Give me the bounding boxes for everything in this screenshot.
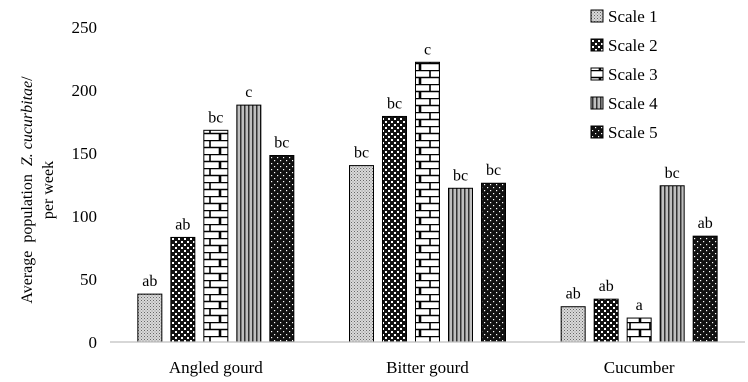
bar-data-label: ab <box>142 273 157 290</box>
bar-data-label: ab <box>175 216 190 233</box>
y-tick-label: 200 <box>72 81 98 100</box>
bar-scale-1 <box>349 165 374 343</box>
bar-scale-5 <box>692 235 718 343</box>
bar-data-label: bc <box>208 109 223 126</box>
bar-scale-2 <box>170 236 196 343</box>
legend: Scale 1 Scale 2 Scale 3 Scale 4 Scale 5 <box>590 7 658 142</box>
bar-data-label: bc <box>354 145 369 162</box>
y-axis-title-line2: per week <box>40 161 57 219</box>
bars <box>137 61 718 343</box>
legend-label: Scale 3 <box>608 65 658 84</box>
legend-label: Scale 5 <box>608 123 658 142</box>
y-axis-title: Average population Z. cucurbitae/ per we… <box>19 76 57 304</box>
bar-data-label: bc <box>453 167 468 184</box>
y-tick-label: 150 <box>72 144 98 163</box>
legend-swatch <box>590 125 604 139</box>
bar-data-label: ab <box>566 286 581 303</box>
legend-swatch <box>590 67 604 81</box>
bar-scale-3 <box>415 61 440 343</box>
bar-data-label: bc <box>665 165 680 182</box>
bar-scale-3 <box>203 129 229 343</box>
bar-scale-4 <box>236 104 262 343</box>
bar-data-label: ab <box>599 278 614 295</box>
legend-label: Scale 4 <box>608 94 658 113</box>
bar-scale-2 <box>382 115 407 343</box>
bar-scale-4 <box>448 187 473 343</box>
y-tick-label: 100 <box>72 207 98 226</box>
bar-data-label: c <box>245 84 252 101</box>
bar-scale-5 <box>269 155 295 343</box>
bar-scale-4 <box>659 185 685 343</box>
legend-label: Scale 2 <box>608 36 658 55</box>
y-axis-title-line1: Average population Z. cucurbitae/ <box>19 76 36 304</box>
bar-scale-2 <box>593 298 619 343</box>
category-label: Cucumber <box>604 358 675 377</box>
bar-data-label: bc <box>486 162 501 179</box>
bar-scale-1 <box>560 306 586 343</box>
legend-swatch <box>590 38 604 52</box>
legend-label: Scale 1 <box>608 7 658 26</box>
data-labels: ab ab bc c bc bc bc c bc bc ab ab a bc ab <box>142 41 712 314</box>
bar-scale-3 <box>626 317 652 343</box>
y-axis-ticks: 0 50 100 150 200 250 <box>72 18 98 352</box>
bar-data-label: c <box>424 41 431 58</box>
y-tick-label: 0 <box>89 333 98 352</box>
legend-swatch <box>590 96 604 110</box>
category-labels: Angled gourd Bitter gourd Cucumber <box>169 358 675 377</box>
bar-scale-1 <box>137 293 163 343</box>
bar-scale-5 <box>481 182 506 343</box>
bar-data-label: a <box>636 297 643 314</box>
y-tick-label: 250 <box>72 18 98 37</box>
category-label: Bitter gourd <box>386 358 469 377</box>
category-label: Angled gourd <box>169 358 263 377</box>
legend-swatch <box>590 9 604 23</box>
y-tick-label: 50 <box>80 270 97 289</box>
bar-data-label: bc <box>387 95 402 112</box>
bar-data-label: bc <box>274 135 289 152</box>
bar-data-label: ab <box>698 215 713 232</box>
